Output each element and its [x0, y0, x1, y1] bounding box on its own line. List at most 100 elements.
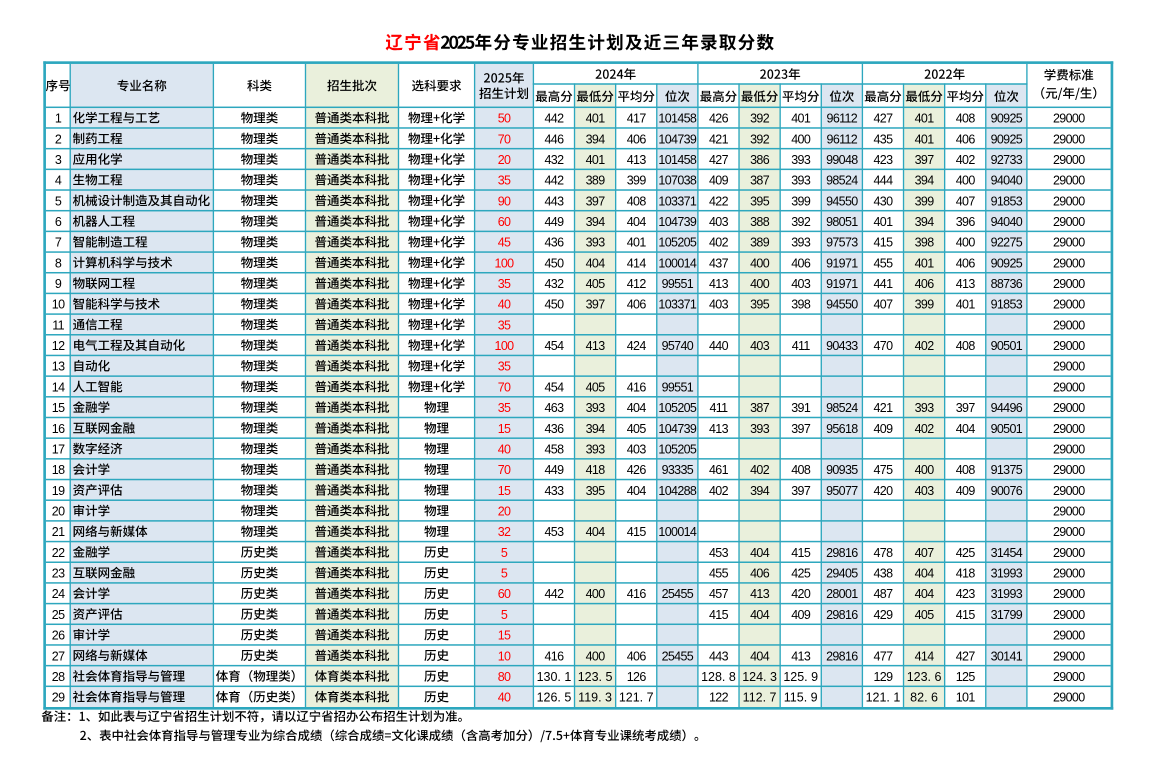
svg-text:20: 20	[498, 505, 511, 519]
svg-text:400: 400	[915, 463, 935, 477]
svg-text:60: 60	[498, 587, 511, 601]
svg-text:453: 453	[709, 546, 729, 560]
svg-text:408: 408	[627, 194, 647, 208]
svg-text:443: 443	[545, 194, 565, 208]
svg-text:24: 24	[52, 587, 65, 601]
svg-text:95618: 95618	[826, 422, 858, 436]
svg-text:416: 416	[627, 587, 647, 601]
svg-text:104288: 104288	[658, 484, 697, 498]
svg-text:123. 5: 123. 5	[578, 670, 613, 684]
svg-text:31799: 31799	[991, 608, 1023, 622]
svg-text:96112: 96112	[827, 112, 858, 126]
svg-text:29000: 29000	[1053, 256, 1085, 270]
svg-text:399: 399	[915, 298, 935, 312]
svg-text:393: 393	[586, 442, 606, 456]
svg-text:130. 1: 130. 1	[537, 670, 572, 684]
svg-text:94040: 94040	[991, 215, 1023, 229]
svg-text:94040: 94040	[991, 174, 1023, 188]
svg-text:413: 413	[627, 153, 647, 167]
svg-text:3: 3	[55, 153, 62, 167]
svg-text:408: 408	[791, 463, 811, 477]
svg-text:29000: 29000	[1053, 174, 1085, 188]
svg-text:414: 414	[627, 256, 647, 270]
svg-text:427: 427	[874, 112, 894, 126]
svg-text:442: 442	[545, 112, 565, 126]
svg-text:29816: 29816	[826, 649, 858, 663]
svg-text:389: 389	[750, 236, 770, 250]
svg-text:29816: 29816	[826, 546, 858, 560]
svg-text:404: 404	[627, 484, 647, 498]
svg-text:409: 409	[791, 608, 811, 622]
svg-text:90925: 90925	[991, 256, 1023, 270]
svg-text:399: 399	[627, 174, 647, 188]
svg-text:407: 407	[915, 546, 935, 560]
svg-text:402: 402	[915, 339, 935, 353]
svg-text:400: 400	[750, 256, 770, 270]
svg-text:409: 409	[709, 174, 729, 188]
svg-text:449: 449	[545, 215, 565, 229]
svg-text:394: 394	[586, 132, 606, 146]
svg-text:411: 411	[709, 401, 728, 415]
svg-text:15: 15	[498, 629, 511, 643]
svg-text:8: 8	[55, 256, 62, 270]
svg-text:4: 4	[55, 174, 62, 188]
svg-text:104739: 104739	[658, 422, 697, 436]
svg-text:15: 15	[52, 401, 65, 415]
svg-text:441: 441	[874, 277, 894, 291]
svg-text:478: 478	[874, 546, 894, 560]
svg-text:394: 394	[586, 422, 606, 436]
svg-text:430: 430	[874, 194, 894, 208]
svg-text:404: 404	[915, 587, 935, 601]
svg-text:29000: 29000	[1053, 505, 1085, 519]
svg-text:29000: 29000	[1053, 608, 1085, 622]
svg-text:408: 408	[956, 463, 976, 477]
svg-text:421: 421	[709, 132, 729, 146]
svg-text:105205: 105205	[658, 236, 697, 250]
svg-text:40: 40	[498, 442, 511, 456]
svg-text:98524: 98524	[826, 174, 858, 188]
svg-text:29000: 29000	[1053, 484, 1085, 498]
svg-text:126. 5: 126. 5	[537, 691, 572, 705]
svg-text:2: 2	[55, 132, 62, 146]
svg-text:6: 6	[55, 215, 62, 229]
svg-text:413: 413	[956, 277, 976, 291]
svg-text:397: 397	[586, 194, 606, 208]
svg-text:91853: 91853	[991, 298, 1023, 312]
svg-text:397: 397	[791, 422, 811, 436]
svg-text:402: 402	[915, 422, 935, 436]
svg-text:15: 15	[498, 422, 511, 436]
svg-text:415: 415	[709, 608, 729, 622]
svg-text:90: 90	[498, 194, 511, 208]
svg-text:90925: 90925	[991, 132, 1023, 146]
svg-text:401: 401	[874, 215, 894, 229]
svg-text:9: 9	[55, 277, 62, 291]
svg-text:413: 413	[791, 649, 811, 663]
svg-text:29000: 29000	[1053, 629, 1085, 643]
svg-text:94496: 94496	[991, 401, 1023, 415]
svg-text:394: 394	[915, 174, 935, 188]
svg-text:1: 1	[55, 112, 62, 126]
svg-text:404: 404	[915, 567, 935, 581]
svg-text:129: 129	[874, 670, 894, 684]
svg-text:413: 413	[750, 587, 770, 601]
svg-text:30141: 30141	[991, 649, 1023, 663]
svg-text:31454: 31454	[991, 546, 1023, 560]
svg-text:454: 454	[545, 380, 565, 394]
svg-text:404: 404	[750, 608, 770, 622]
svg-text:100014: 100014	[658, 256, 697, 270]
svg-text:393: 393	[791, 174, 811, 188]
svg-text:450: 450	[545, 298, 565, 312]
svg-text:5: 5	[501, 608, 508, 622]
svg-text:418: 418	[586, 463, 606, 477]
svg-text:25455: 25455	[662, 649, 694, 663]
svg-text:446: 446	[545, 132, 565, 146]
svg-text:99551: 99551	[662, 380, 694, 394]
svg-text:35: 35	[498, 174, 511, 188]
svg-text:437: 437	[709, 256, 729, 270]
svg-text:90501: 90501	[991, 339, 1023, 353]
svg-text:418: 418	[956, 567, 976, 581]
svg-text:35: 35	[498, 360, 511, 374]
svg-text:398: 398	[915, 236, 935, 250]
svg-text:402: 402	[709, 236, 729, 250]
svg-text:124. 3: 124. 3	[742, 670, 777, 684]
